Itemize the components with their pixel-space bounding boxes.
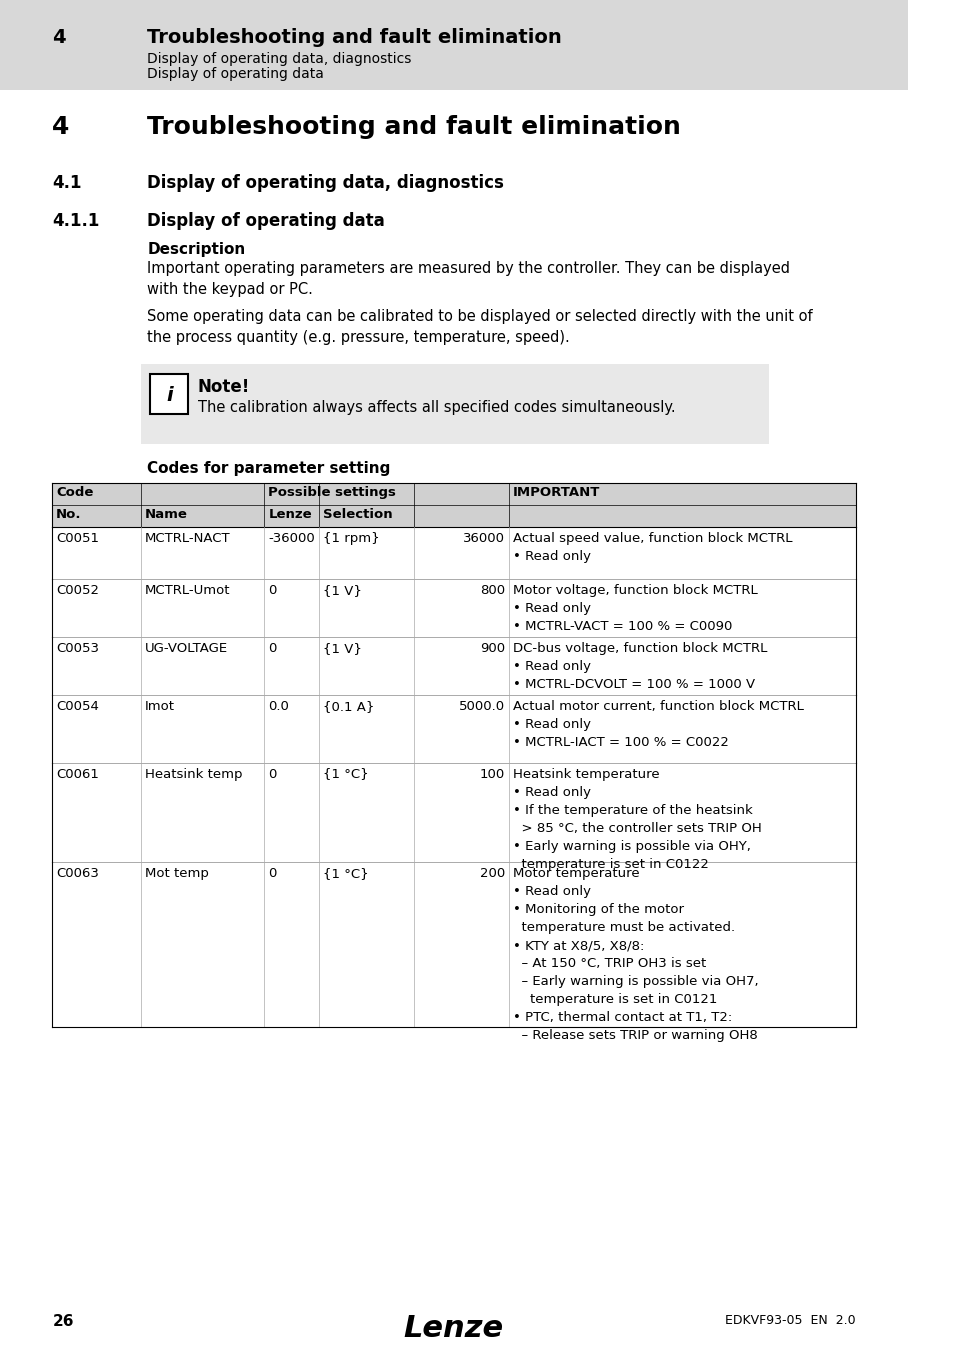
Text: C0053: C0053	[56, 641, 99, 655]
Text: 200: 200	[479, 867, 505, 880]
Text: Description: Description	[148, 242, 246, 258]
Bar	[52, 528, 856, 579]
Text: Important operating parameters are measured by the controller. They can be displ: Important operating parameters are measu…	[148, 261, 790, 297]
Text: C0061: C0061	[56, 768, 99, 780]
Text: 4.1: 4.1	[52, 174, 82, 193]
Text: Some operating data can be calibrated to be displayed or selected directly with : Some operating data can be calibrated to…	[148, 309, 812, 346]
Text: Motor voltage, function block MCTRL
• Read only
• MCTRL-VACT = 100 % = C0090: Motor voltage, function block MCTRL • Re…	[513, 585, 757, 633]
Text: EDKVF93-05  EN  2.0: EDKVF93-05 EN 2.0	[724, 1314, 855, 1327]
Text: Actual motor current, function block MCTRL
• Read only
• MCTRL-IACT = 100 % = C0: Actual motor current, function block MCT…	[513, 699, 802, 749]
Bar	[52, 637, 856, 695]
Text: DC-bus voltage, function block MCTRL
• Read only
• MCTRL-DCVOLT = 100 % = 1000 V: DC-bus voltage, function block MCTRL • R…	[513, 641, 766, 691]
Text: Motor temperature
• Read only
• Monitoring of the motor
  temperature must be ac: Motor temperature • Read only • Monitori…	[513, 867, 758, 1042]
Text: Lenze: Lenze	[403, 1314, 503, 1343]
Text: Display of operating data, diagnostics: Display of operating data, diagnostics	[148, 51, 412, 66]
Bar	[52, 695, 856, 763]
Text: 4.1.1: 4.1.1	[52, 212, 100, 231]
Text: C0063: C0063	[56, 867, 99, 880]
Text: Mot temp: Mot temp	[145, 867, 209, 880]
Text: Selection: Selection	[322, 509, 392, 521]
Text: {1 V}: {1 V}	[322, 585, 361, 597]
FancyBboxPatch shape	[141, 363, 768, 444]
Text: Display of operating data: Display of operating data	[148, 212, 385, 231]
Text: 0: 0	[268, 641, 276, 655]
Text: Troubleshooting and fault elimination: Troubleshooting and fault elimination	[148, 28, 561, 47]
Text: Heatsink temperature
• Read only
• If the temperature of the heatsink
  > 85 °C,: Heatsink temperature • Read only • If th…	[513, 768, 760, 871]
Text: {1 V}: {1 V}	[322, 641, 361, 655]
Text: C0051: C0051	[56, 532, 99, 545]
Text: 0.0: 0.0	[268, 699, 289, 713]
Text: IMPORTANT: IMPORTANT	[513, 486, 599, 500]
Text: Imot: Imot	[145, 699, 174, 713]
Text: {1 °C}: {1 °C}	[322, 867, 368, 880]
Text: -36000: -36000	[268, 532, 314, 545]
Bar	[52, 579, 856, 637]
Bar	[52, 505, 856, 528]
Text: 4: 4	[52, 28, 66, 47]
Text: Heatsink temp: Heatsink temp	[145, 768, 242, 780]
Text: C0054: C0054	[56, 699, 99, 713]
Text: Lenze: Lenze	[268, 509, 312, 521]
Text: Actual speed value, function block MCTRL
• Read only: Actual speed value, function block MCTRL…	[513, 532, 791, 563]
Text: 0: 0	[268, 867, 276, 880]
Text: Codes for parameter setting: Codes for parameter setting	[148, 460, 391, 475]
Bar	[52, 863, 856, 1026]
Text: 5000.0: 5000.0	[458, 699, 505, 713]
Bar	[52, 483, 856, 505]
Text: 36000: 36000	[463, 532, 505, 545]
Text: No.: No.	[56, 509, 82, 521]
Text: i: i	[166, 386, 172, 405]
Bar	[52, 763, 856, 863]
FancyBboxPatch shape	[151, 374, 188, 413]
Text: C0052: C0052	[56, 585, 99, 597]
Text: MCTRL-NACT: MCTRL-NACT	[145, 532, 230, 545]
FancyBboxPatch shape	[0, 0, 906, 89]
Text: The calibration always affects all specified codes simultaneously.: The calibration always affects all speci…	[197, 400, 675, 414]
Text: 800: 800	[479, 585, 505, 597]
Text: Display of operating data, diagnostics: Display of operating data, diagnostics	[148, 174, 504, 193]
Text: 900: 900	[479, 641, 505, 655]
Text: 26: 26	[52, 1314, 73, 1328]
Text: {0.1 A}: {0.1 A}	[322, 699, 374, 713]
Text: Troubleshooting and fault elimination: Troubleshooting and fault elimination	[148, 115, 680, 139]
Text: 4: 4	[52, 115, 70, 139]
Text: 0: 0	[268, 768, 276, 780]
Text: Code: Code	[56, 486, 93, 500]
Text: {1 °C}: {1 °C}	[322, 768, 368, 780]
Text: MCTRL-Umot: MCTRL-Umot	[145, 585, 230, 597]
Text: Name: Name	[145, 509, 188, 521]
Text: Display of operating data: Display of operating data	[148, 66, 324, 81]
Text: 0: 0	[268, 585, 276, 597]
Text: UG-VOLTAGE: UG-VOLTAGE	[145, 641, 228, 655]
Text: {1 rpm}: {1 rpm}	[322, 532, 378, 545]
Text: Possible settings: Possible settings	[268, 486, 395, 500]
Text: 100: 100	[479, 768, 505, 780]
Text: Note!: Note!	[197, 378, 250, 396]
